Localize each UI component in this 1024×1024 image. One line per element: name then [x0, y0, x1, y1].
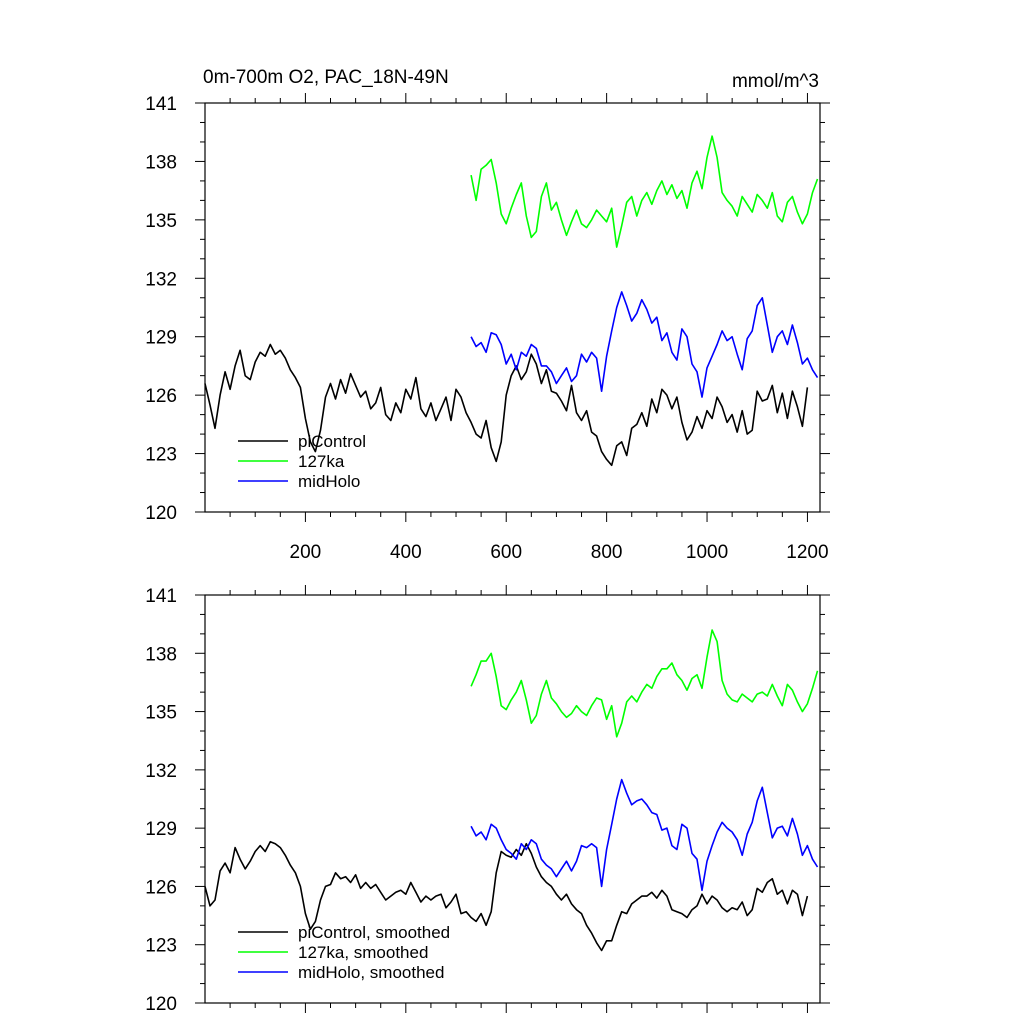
series-line-127ka-smoothed: [470, 629, 819, 738]
x-tick-label: 1200: [786, 542, 828, 563]
x-tick-label: 600: [490, 542, 522, 563]
legend-label: 127ka: [298, 452, 345, 471]
legend-label: piControl: [298, 432, 366, 451]
y-tick-label: 120: [145, 994, 177, 1015]
y-tick-label: 138: [145, 644, 177, 665]
series-line-127ka: [470, 135, 819, 248]
y-tick-label: 126: [145, 877, 177, 898]
series-line-picontrol: [204, 343, 809, 467]
top-panel: 200 400 600 800 1000 1200 120 123 126 129 132 135 13…: [145, 93, 830, 563]
legend-label: midHolo: [298, 472, 360, 491]
units-label: mmol/m^3: [732, 71, 819, 92]
y-tick-label: 126: [145, 386, 177, 407]
legend-label: midHolo, smoothed: [298, 963, 444, 982]
series-line-midholo: [470, 291, 819, 398]
plot-frame: [204, 102, 821, 513]
chart-title: 0m-700m O2, PAC_18N-49N: [203, 67, 449, 88]
legend-label: 127ka, smoothed: [298, 943, 428, 962]
y-tick-label: 129: [145, 328, 177, 349]
x-tick-label: 400: [390, 542, 422, 563]
x-tick-label: 800: [591, 542, 623, 563]
plot-frame: [204, 594, 821, 1004]
y-tick-label: 120: [145, 503, 177, 524]
y-tick-label: 132: [145, 269, 177, 290]
series-line-midholo-smoothed: [470, 778, 819, 892]
x-tick-label: 1000: [686, 542, 728, 563]
legend-label: piControl, smoothed: [298, 923, 450, 942]
y-tick-label: 123: [145, 445, 177, 466]
y-tick-label: 135: [145, 703, 177, 724]
x-tick-label: 200: [290, 542, 322, 563]
y-tick-label: 135: [145, 211, 177, 232]
y-tick-label: 132: [145, 761, 177, 782]
y-tick-label: 129: [145, 819, 177, 840]
y-tick-label: 138: [145, 152, 177, 173]
y-tick-label: 141: [145, 94, 177, 115]
y-tick-label: 123: [145, 936, 177, 957]
series-line-picontrol-smoothed: [204, 840, 809, 952]
bottom-panel: 120 123 126 129 132 135 138 141 piControl, smoot…: [145, 585, 830, 1015]
y-tick-label: 141: [145, 586, 177, 607]
